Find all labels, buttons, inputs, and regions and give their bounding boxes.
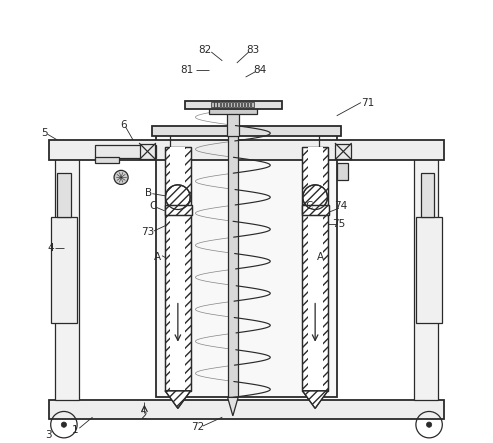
Bar (152, 126, 341, 136)
Circle shape (114, 171, 128, 184)
Bar (302, 205, 329, 215)
Bar (227, 102, 229, 107)
Text: 3: 3 (45, 430, 52, 440)
Text: 83: 83 (246, 45, 260, 55)
Bar (416, 217, 442, 323)
Bar (156, 133, 337, 397)
Bar (251, 102, 253, 107)
Bar (414, 159, 438, 400)
Bar (337, 163, 348, 179)
Circle shape (61, 422, 67, 427)
Text: 6: 6 (120, 120, 127, 130)
Bar (236, 102, 238, 107)
Bar (239, 102, 241, 107)
Text: A: A (317, 252, 324, 261)
Text: 84: 84 (253, 65, 266, 74)
Bar (302, 147, 328, 391)
Bar (242, 102, 245, 107)
Bar (48, 140, 445, 160)
Bar (57, 173, 70, 217)
Bar (308, 147, 322, 391)
Circle shape (303, 185, 327, 210)
Polygon shape (228, 397, 238, 416)
Text: 81: 81 (180, 65, 194, 74)
Text: 82: 82 (198, 45, 211, 55)
Text: 73: 73 (141, 227, 154, 237)
Bar (248, 102, 250, 107)
Bar (214, 102, 216, 107)
Bar (302, 205, 329, 215)
Bar (95, 157, 119, 163)
Bar (165, 205, 192, 215)
Bar (421, 173, 434, 217)
Bar (233, 102, 235, 107)
Bar (228, 109, 238, 397)
Text: 74: 74 (334, 201, 348, 211)
Text: C: C (306, 202, 313, 211)
Text: B: B (145, 188, 152, 198)
Bar (185, 101, 282, 109)
Bar (165, 147, 191, 391)
Bar (245, 102, 247, 107)
Circle shape (426, 422, 432, 427)
Bar (220, 102, 223, 107)
Bar (302, 147, 328, 391)
Bar (95, 145, 156, 158)
Text: 71: 71 (361, 97, 374, 108)
Text: 72: 72 (191, 422, 205, 432)
Bar (55, 159, 79, 400)
Text: 1: 1 (71, 425, 78, 435)
Bar (335, 144, 351, 159)
Text: A: A (154, 252, 161, 261)
Bar (224, 102, 226, 107)
Bar (230, 102, 232, 107)
Circle shape (166, 185, 190, 210)
Bar (48, 400, 445, 420)
Text: 2: 2 (140, 411, 146, 421)
Bar (211, 102, 213, 107)
Bar (165, 147, 191, 391)
Bar (165, 205, 192, 215)
Bar (171, 147, 185, 391)
Text: 4: 4 (47, 243, 54, 253)
Text: 5: 5 (41, 128, 47, 138)
Bar (227, 111, 239, 136)
Polygon shape (302, 391, 328, 408)
Bar (51, 217, 77, 323)
Bar (209, 107, 257, 113)
Text: C: C (149, 202, 156, 211)
Polygon shape (165, 391, 191, 408)
Bar (217, 102, 220, 107)
Text: 75: 75 (332, 218, 346, 229)
Bar (140, 144, 155, 159)
